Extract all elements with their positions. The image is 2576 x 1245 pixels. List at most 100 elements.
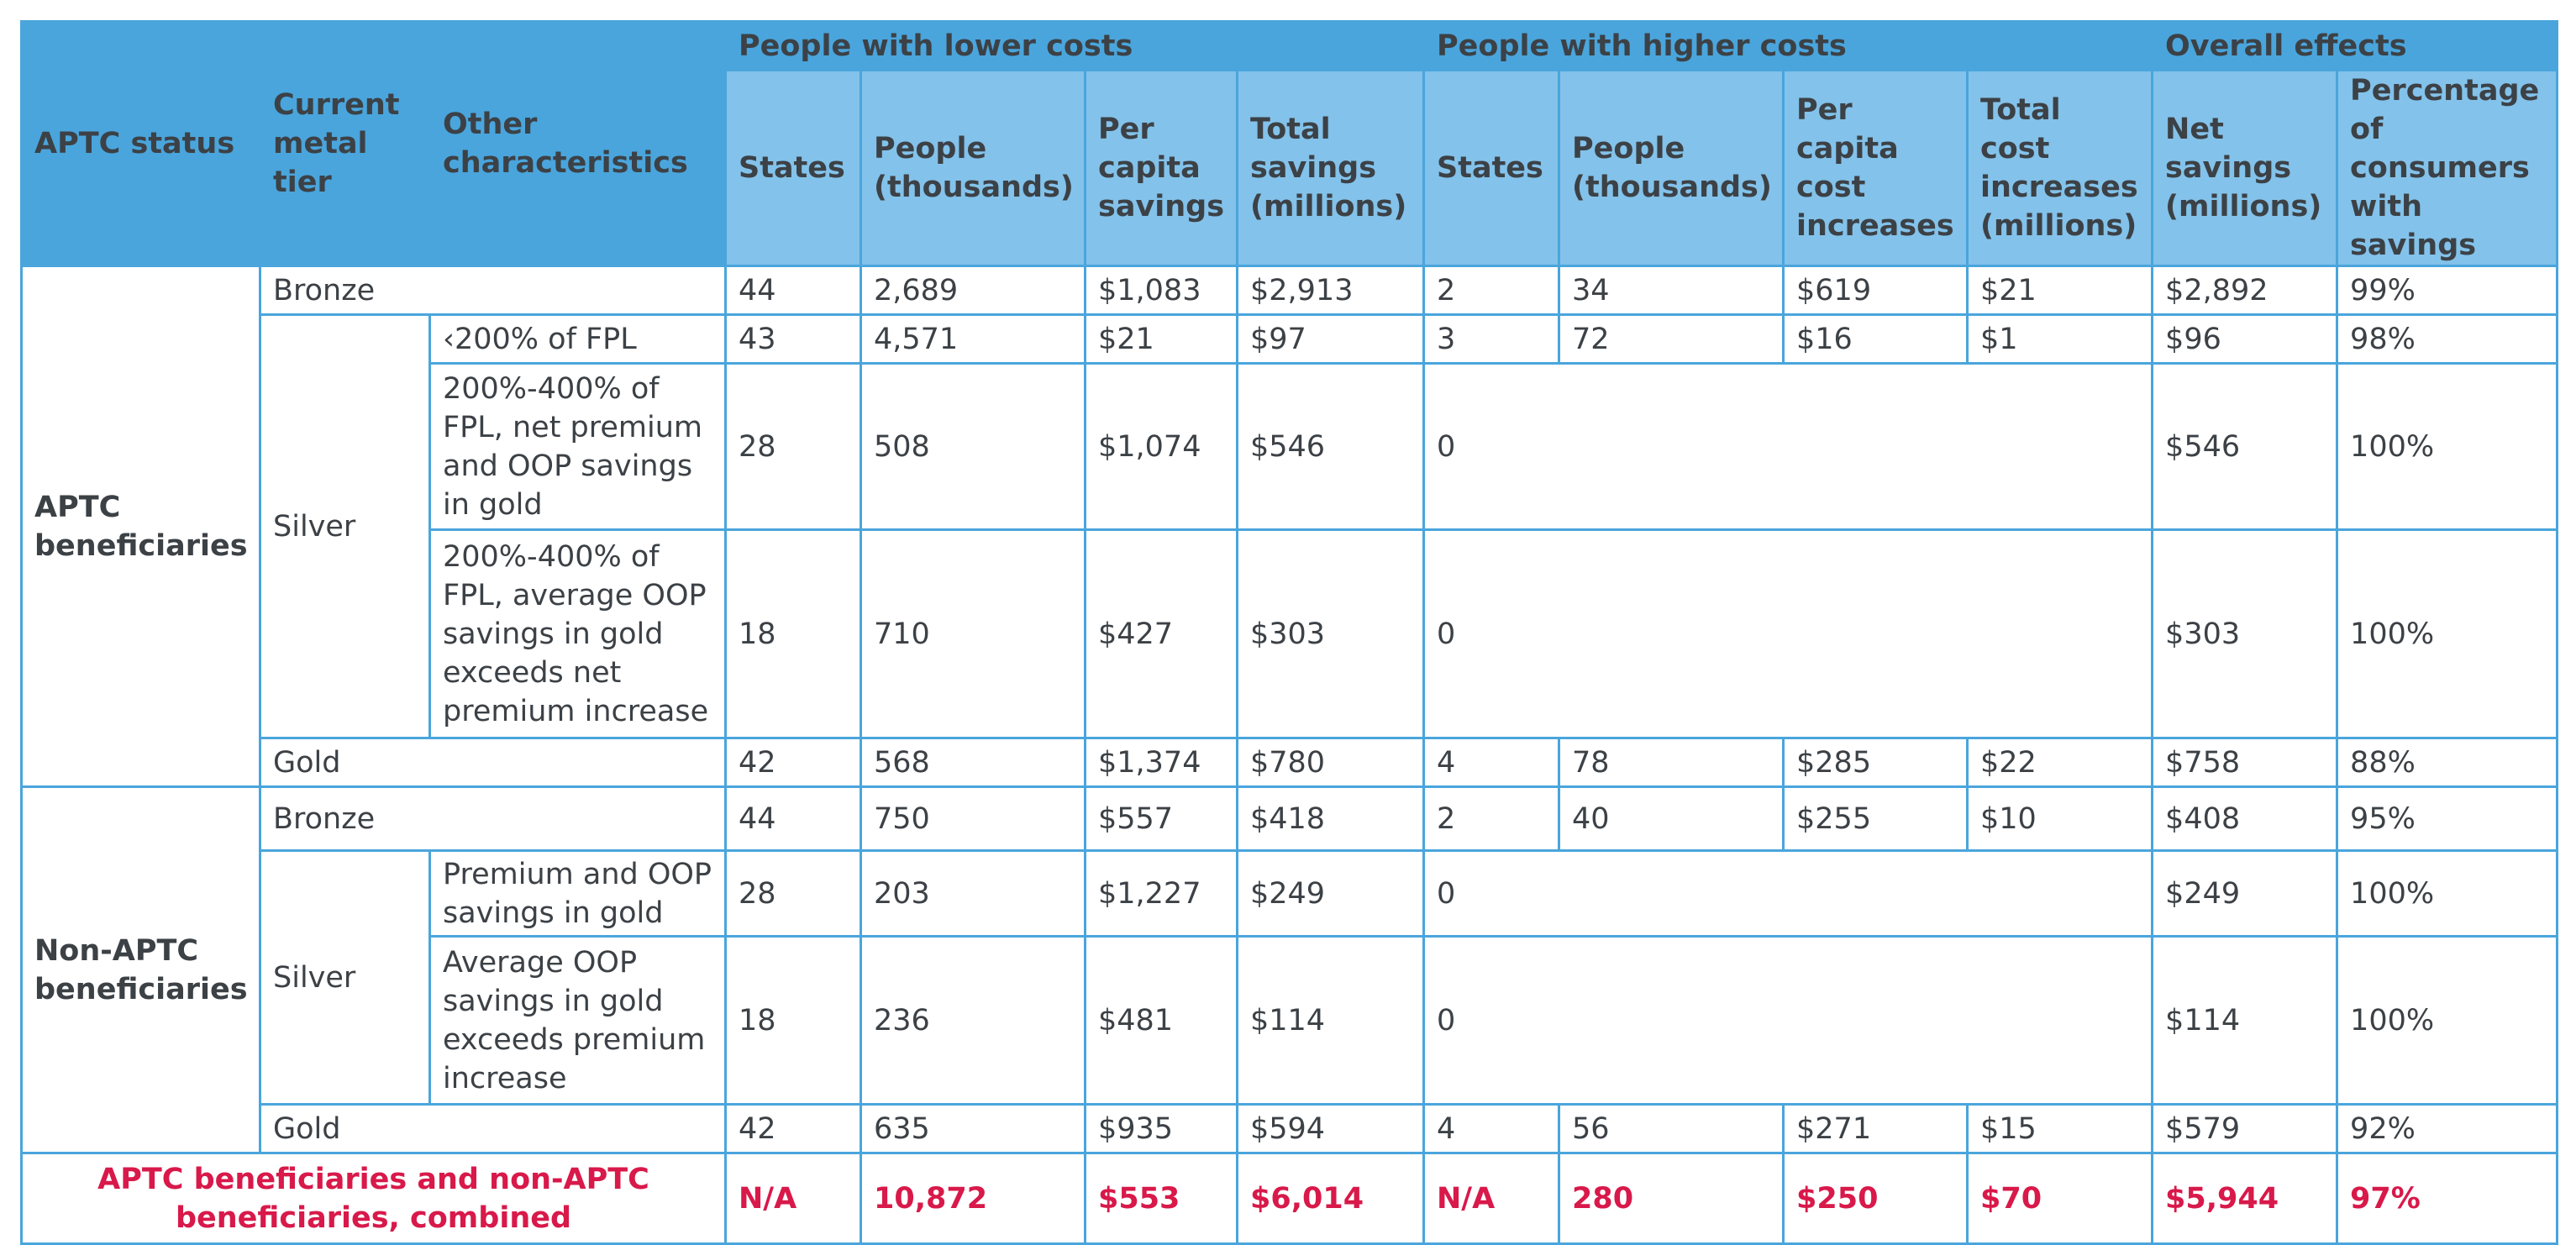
savings-table: APTC status Current metal tier Other cha… bbox=[20, 20, 2559, 1245]
header-net-savings: Net savings (millions) bbox=[2151, 69, 2339, 267]
cell: $303 bbox=[1235, 528, 1426, 739]
cell: $780 bbox=[1235, 737, 1426, 788]
cell: 0 bbox=[1422, 849, 2154, 938]
tier-cell: Gold bbox=[259, 737, 727, 788]
cell: $553 bbox=[1084, 1152, 1238, 1245]
cell: $16 bbox=[1782, 313, 1969, 365]
header-current-metal-tier: Current metal tier bbox=[259, 20, 431, 267]
table-row: Non-APTC beneficiaries Bronze 44 750 $55… bbox=[20, 785, 2559, 1154]
cell: 40 bbox=[1558, 785, 1785, 852]
table-row: Average OOP savings in gold exceeds prem… bbox=[22, 935, 2559, 1106]
cell: $303 bbox=[2151, 528, 2339, 739]
cell: 43 bbox=[724, 313, 862, 365]
cell: $22 bbox=[1966, 737, 2154, 788]
cell: $594 bbox=[1235, 1103, 1426, 1154]
total-row: APTC beneficiaries and non-APTC benefici… bbox=[20, 1152, 2559, 1245]
other-cell: Premium and OOP savings in gold bbox=[428, 849, 727, 938]
cell: 42 bbox=[724, 1103, 862, 1154]
tier-cell: Bronze bbox=[259, 785, 727, 852]
cell: 635 bbox=[860, 1103, 1086, 1154]
header-aptc-status: APTC status bbox=[20, 20, 261, 267]
cell: $250 bbox=[1782, 1152, 1969, 1245]
cell: $2,913 bbox=[1235, 265, 1426, 316]
cell: 508 bbox=[860, 362, 1086, 531]
table-row: Silver ‹200% of FPL 43 4,571 $21 $97 3 7… bbox=[22, 313, 2559, 739]
cell: $5,944 bbox=[2151, 1152, 2339, 1245]
cell: $1 bbox=[1966, 313, 2154, 365]
header-higher-people: People (thousands) bbox=[1558, 69, 1785, 267]
header-higher-per-capita: Per capita cost increases bbox=[1782, 69, 1969, 267]
other-cell: Average OOP savings in gold exceeds prem… bbox=[428, 935, 727, 1106]
header-higher-total: Total cost increases (millions) bbox=[1966, 69, 2154, 267]
cell: $249 bbox=[1235, 849, 1426, 938]
header-lower-per-capita: Per capita savings bbox=[1084, 69, 1238, 267]
cell: $546 bbox=[2151, 362, 2339, 531]
cell: 95% bbox=[2336, 785, 2559, 852]
cell: $935 bbox=[1084, 1103, 1238, 1154]
cell: $481 bbox=[1084, 935, 1238, 1106]
cell: 2 bbox=[1422, 265, 1561, 316]
cell: $2,892 bbox=[2151, 265, 2339, 316]
cell: 18 bbox=[724, 935, 862, 1106]
cell: $10 bbox=[1966, 785, 2154, 852]
header-higher-states: States bbox=[1422, 69, 1561, 267]
cell: 10,872 bbox=[860, 1152, 1086, 1245]
cell: $579 bbox=[2151, 1103, 2339, 1154]
header-higher-costs-group: People with higher costs bbox=[1422, 20, 2154, 71]
cell: $1,074 bbox=[1084, 362, 1238, 531]
table-row: 200%-400% of FPL, average OOP savings in… bbox=[22, 528, 2559, 739]
cell: 0 bbox=[1422, 362, 2154, 531]
cell: 100% bbox=[2336, 935, 2559, 1106]
cell: 710 bbox=[860, 528, 1086, 739]
header-pct-savings: Percentage of consumers with savings bbox=[2336, 69, 2559, 267]
cell: $271 bbox=[1782, 1103, 1969, 1154]
cell: $249 bbox=[2151, 849, 2339, 938]
cell: 4 bbox=[1422, 737, 1561, 788]
cell: 42 bbox=[724, 737, 862, 788]
cell: $1,083 bbox=[1084, 265, 1238, 316]
cell: $1,374 bbox=[1084, 737, 1238, 788]
cell: 2 bbox=[1422, 785, 1561, 852]
cell: 78 bbox=[1558, 737, 1785, 788]
cell: 4,571 bbox=[860, 313, 1086, 365]
cell: 44 bbox=[724, 785, 862, 852]
cell: 44 bbox=[724, 265, 862, 316]
header-other-characteristics: Other characteristics bbox=[428, 20, 727, 267]
cell: 72 bbox=[1558, 313, 1785, 365]
cell: $546 bbox=[1235, 362, 1426, 531]
cell: 100% bbox=[2336, 849, 2559, 938]
cell: $6,014 bbox=[1235, 1152, 1426, 1245]
cell: $114 bbox=[2151, 935, 2339, 1106]
cell: 100% bbox=[2336, 362, 2559, 531]
header-lower-costs-group: People with lower costs bbox=[723, 20, 1426, 71]
cell: 0 bbox=[1422, 528, 2154, 739]
cell: $114 bbox=[1235, 935, 1426, 1106]
table-row: Gold 42 635 $935 $594 4 56 $271 $15 $579… bbox=[22, 1103, 2559, 1154]
cell: $619 bbox=[1782, 265, 1969, 316]
cell: 92% bbox=[2336, 1103, 2559, 1154]
group-non-aptc: Non-APTC beneficiaries bbox=[20, 785, 261, 1154]
cell: $97 bbox=[1235, 313, 1426, 365]
cell: $15 bbox=[1966, 1103, 2154, 1154]
cell: 98% bbox=[2336, 313, 2559, 365]
header-lower-people: People (thousands) bbox=[860, 69, 1086, 267]
cell: $758 bbox=[2151, 737, 2339, 788]
cell: 203 bbox=[860, 849, 1086, 938]
cell: 2,689 bbox=[860, 265, 1086, 316]
cell: 99% bbox=[2336, 265, 2559, 316]
cell: $70 bbox=[1966, 1152, 2154, 1245]
other-cell: 200%-400% of FPL, net premium and OOP sa… bbox=[428, 362, 727, 531]
cell: $557 bbox=[1084, 785, 1238, 852]
table-row: APTC beneficiaries Bronze 44 2,689 $1,08… bbox=[20, 265, 2559, 788]
cell: 4 bbox=[1422, 1103, 1561, 1154]
other-cell: 200%-400% of FPL, average OOP savings in… bbox=[428, 528, 727, 739]
cell: $418 bbox=[1235, 785, 1426, 852]
header-lower-states: States bbox=[724, 69, 862, 267]
cell: 568 bbox=[860, 737, 1086, 788]
tier-cell: Gold bbox=[259, 1103, 727, 1154]
cell: 236 bbox=[860, 935, 1086, 1106]
cell: $255 bbox=[1782, 785, 1969, 852]
cell: 34 bbox=[1558, 265, 1785, 316]
cell: 18 bbox=[724, 528, 862, 739]
cell: $21 bbox=[1084, 313, 1238, 365]
